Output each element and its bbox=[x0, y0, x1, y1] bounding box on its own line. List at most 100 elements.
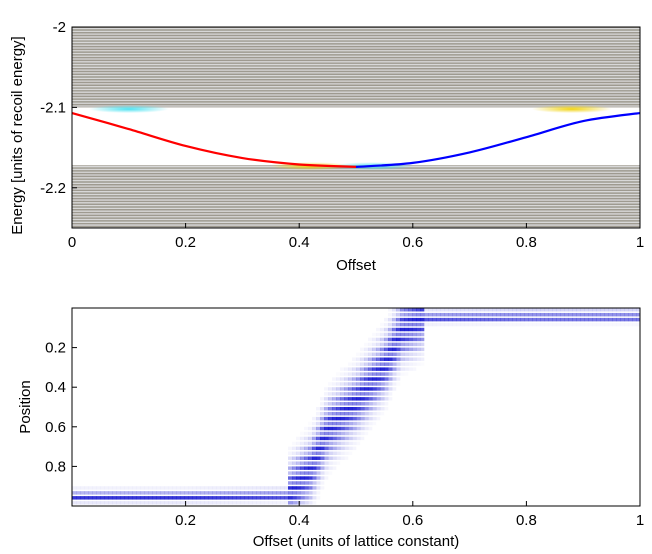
density-cell bbox=[88, 486, 93, 490]
density-cell bbox=[412, 362, 416, 365]
density-cell bbox=[152, 491, 157, 495]
density-cell bbox=[372, 377, 377, 381]
density-cell bbox=[508, 308, 513, 312]
density-cell bbox=[344, 446, 349, 451]
density-cell bbox=[204, 496, 209, 500]
density-cell bbox=[376, 347, 381, 352]
density-cell bbox=[408, 337, 413, 342]
density-cell bbox=[244, 486, 249, 490]
density-cell bbox=[360, 367, 365, 371]
position-plot-frame bbox=[71, 307, 641, 507]
density-cell bbox=[340, 367, 344, 370]
density-cell bbox=[396, 327, 401, 332]
density-cell bbox=[348, 382, 353, 386]
density-cell bbox=[148, 486, 153, 490]
energy-highlight bbox=[531, 105, 612, 114]
density-cell bbox=[412, 322, 417, 327]
density-cell bbox=[360, 407, 365, 411]
density-cell bbox=[392, 322, 397, 327]
density-cell bbox=[388, 392, 393, 396]
density-cell bbox=[416, 357, 421, 361]
density-cell bbox=[96, 496, 101, 500]
density-cell bbox=[96, 486, 101, 490]
density-cell bbox=[80, 501, 85, 505]
density-cell bbox=[336, 407, 341, 411]
density-cell bbox=[344, 426, 349, 431]
density-cell bbox=[308, 451, 313, 456]
density-cell bbox=[384, 332, 389, 337]
density-cell bbox=[560, 317, 565, 322]
density-cell bbox=[240, 491, 245, 495]
density-cell bbox=[176, 496, 181, 500]
density-cell bbox=[320, 402, 325, 406]
density-cell bbox=[288, 456, 293, 460]
density-cell bbox=[344, 441, 349, 446]
density-cell bbox=[364, 343, 368, 346]
density-cell bbox=[228, 501, 233, 505]
density-cell bbox=[412, 357, 417, 361]
density-cell bbox=[348, 387, 353, 391]
density-cell bbox=[624, 308, 629, 312]
density-cell bbox=[512, 308, 517, 312]
density-cell bbox=[516, 312, 521, 317]
density-cell bbox=[352, 446, 357, 451]
density-cell bbox=[288, 452, 292, 455]
density-cell bbox=[180, 496, 185, 500]
density-cell bbox=[104, 501, 109, 505]
density-cell bbox=[544, 312, 549, 317]
density-cell bbox=[260, 491, 265, 495]
density-cell bbox=[332, 446, 337, 451]
density-cell bbox=[352, 362, 356, 365]
density-cell bbox=[328, 426, 333, 431]
density-cell bbox=[332, 461, 337, 465]
density-cell bbox=[352, 426, 357, 431]
density-cell bbox=[548, 312, 553, 317]
density-cell bbox=[180, 501, 185, 505]
density-cell bbox=[320, 476, 325, 480]
density-cell bbox=[244, 496, 249, 500]
energy-x-axis-label: Offset bbox=[336, 257, 377, 274]
density-cell bbox=[472, 312, 477, 317]
density-cell bbox=[168, 486, 173, 490]
density-cell bbox=[376, 333, 380, 336]
density-cell bbox=[488, 308, 493, 312]
density-cell bbox=[340, 411, 345, 416]
density-cell bbox=[332, 441, 337, 446]
density-cell bbox=[424, 322, 429, 327]
density-cell bbox=[348, 421, 353, 426]
density-cell bbox=[324, 466, 329, 470]
density-cell bbox=[296, 486, 301, 490]
density-cell bbox=[292, 451, 297, 456]
density-cell bbox=[608, 308, 613, 312]
density-cell bbox=[324, 451, 329, 456]
density-cell bbox=[372, 416, 377, 421]
density-cell bbox=[320, 466, 325, 470]
density-cell bbox=[360, 416, 365, 421]
density-cell bbox=[376, 407, 381, 411]
density-cell bbox=[344, 377, 349, 381]
density-cell bbox=[356, 387, 361, 391]
density-cell bbox=[160, 496, 165, 500]
density-cell bbox=[340, 436, 345, 441]
density-cell bbox=[332, 387, 337, 391]
density-cell bbox=[352, 411, 357, 416]
density-cell bbox=[560, 312, 565, 317]
density-cell bbox=[268, 486, 273, 490]
density-cell bbox=[388, 397, 393, 401]
density-cell bbox=[380, 362, 385, 366]
density-cell bbox=[320, 421, 325, 426]
density-cell bbox=[600, 317, 605, 322]
density-cell bbox=[360, 357, 365, 361]
density-cell bbox=[256, 491, 261, 495]
density-cell bbox=[456, 312, 461, 317]
density-cell bbox=[512, 317, 517, 322]
density-cell bbox=[636, 312, 640, 317]
density-cell bbox=[540, 317, 545, 322]
density-cell bbox=[540, 312, 545, 317]
y-tick-label: 0.4 bbox=[45, 379, 66, 396]
density-cell bbox=[420, 322, 425, 327]
density-cell bbox=[260, 501, 265, 505]
density-cell bbox=[432, 308, 437, 312]
density-cell bbox=[368, 377, 373, 381]
density-cell bbox=[80, 486, 85, 490]
